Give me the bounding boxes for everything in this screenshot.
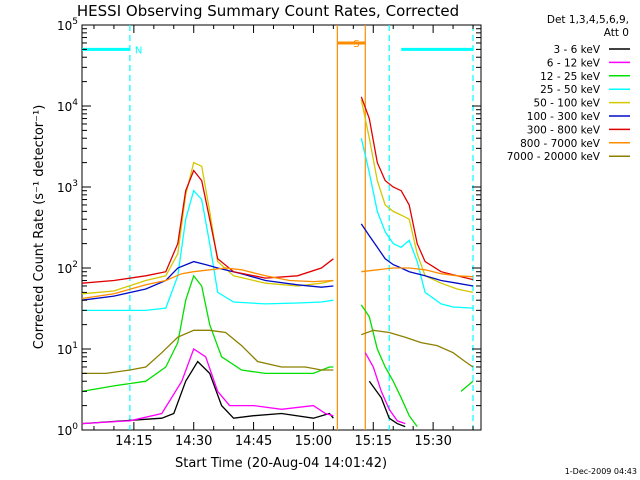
axes-layer: 14:15 14:30 14:45 15:00 15:15 15:30 100 101 102 1… xyxy=(57,17,481,449)
series-line-0-points_2 xyxy=(368,380,406,428)
y-tick-label-2: 102 xyxy=(57,260,78,276)
legend-label-5: 100 - 300 keV xyxy=(527,111,601,123)
legend-label-0: 3 - 6 keV xyxy=(553,44,600,56)
series-line-1-points_2 xyxy=(364,352,406,425)
series-line-8-points xyxy=(82,329,334,375)
x-tick-label-3: 15:00 xyxy=(295,434,332,449)
series-line-0-points xyxy=(81,360,334,425)
chart-title: HESSI Observing Summary Count Rates, Cor… xyxy=(77,2,459,20)
series-line-5-points xyxy=(81,260,334,301)
x-tick-label-5: 15:30 xyxy=(414,434,451,449)
x-tick-label-2: 14:45 xyxy=(235,434,272,449)
x-axis-label: Start Time (20-Aug-04 14:01:42) xyxy=(175,456,387,471)
series-line-2-points_2 xyxy=(360,304,418,427)
footer-timestamp: 1-Dec-2009 04:43 xyxy=(565,467,637,476)
legend-label-6: 300 - 800 keV xyxy=(527,124,601,136)
legend-label-1: 6 - 12 keV xyxy=(547,57,601,69)
series-line-2-points_3 xyxy=(460,380,474,392)
series-line-7-points_2 xyxy=(361,267,474,278)
legend-header-0: Det 1,3,4,5,6,9, xyxy=(547,14,629,26)
series-line-3-points_2 xyxy=(360,138,474,309)
y-tick-label-3: 103 xyxy=(57,179,78,195)
y-tick-label-0: 100 xyxy=(57,422,78,438)
legend-header-1: Att 0 xyxy=(604,27,629,39)
series-line-4-points_2 xyxy=(360,99,474,294)
annotation-label-1: S xyxy=(353,39,359,50)
series-line-2-points xyxy=(81,274,334,393)
series-line-3-points xyxy=(82,189,334,312)
y-axis-label: Corrected Count Rate (s⁻¹ detector⁻¹) xyxy=(32,105,47,350)
legend-label-2: 12 - 25 keV xyxy=(540,71,601,83)
plot-frame xyxy=(81,24,482,431)
annotation-label-0: N xyxy=(135,45,142,56)
legend-label-3: 25 - 50 keV xyxy=(540,84,601,96)
annotations-layer: NS xyxy=(82,25,474,430)
series-line-6-points_2 xyxy=(360,96,474,281)
y-tick-label-4: 104 xyxy=(57,98,78,114)
x-tick-label-0: 14:15 xyxy=(115,434,152,449)
series-line-7-points xyxy=(81,267,334,300)
legend-label-8: 7000 - 20000 keV xyxy=(507,151,601,163)
series-layer xyxy=(81,96,474,428)
series-line-4-points xyxy=(81,161,334,295)
y-tick-label-5: 105 xyxy=(57,17,78,33)
x-tick-label-4: 15:15 xyxy=(355,434,392,449)
legend-label-7: 800 - 7000 keV xyxy=(520,138,601,150)
series-line-6-points xyxy=(81,169,334,284)
x-tick-label-1: 14:30 xyxy=(175,434,212,449)
y-tick-label-1: 101 xyxy=(57,341,78,357)
series-line-8-points_2 xyxy=(361,329,474,368)
series-line-1-points xyxy=(81,348,334,425)
legend-label-4: 50 - 100 keV xyxy=(533,98,600,110)
